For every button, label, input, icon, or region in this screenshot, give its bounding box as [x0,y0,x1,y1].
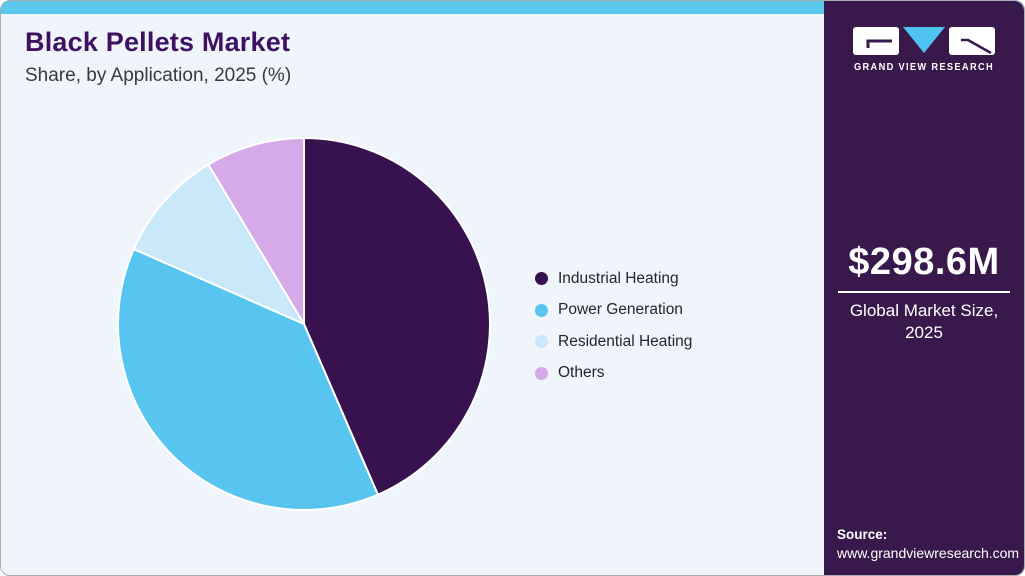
pie-slice-industrial-heating [303,137,491,496]
page-title: Black Pellets Market [25,27,291,57]
legend-label: Industrial Heating [558,269,679,287]
source-label: Source: [837,527,888,542]
gvr-logo-icon: GRAND VIEW RESEARCH [853,27,995,73]
legend-label: Others [558,364,605,382]
page-subtitle: Share, by Application, 2025 (%) [25,65,292,87]
brand-sidebar: GRAND VIEW RESEARCH $298.6M Global Marke… [824,1,1024,575]
legend-item-industrial-heating: Industrial Heating [535,263,692,295]
legend-label: Power Generation [558,301,683,319]
legend-swatch-power-generation [535,303,548,317]
legend-swatch-others [535,366,548,380]
market-size-label: Global Market Size, 2025 [824,300,1024,344]
legend-item-power-generation: Power Generation [535,295,692,327]
market-size-divider [838,291,1010,293]
market-size-block: $298.6M Global Market Size, 2025 [824,243,1024,344]
pie-slice-residential-heating [132,163,305,325]
top-accent-bar [1,1,1024,14]
market-size-value: $298.6M [848,241,1000,283]
source-block: Source: www.grandviewresearch.com [837,527,1019,561]
legend-swatch-residential-heating [535,335,548,349]
source-url-link[interactable]: www.grandviewresearch.com [837,545,1020,561]
market-size-label-line2: 2025 [905,323,943,343]
brand-name: GRAND VIEW RESEARCH [854,61,994,73]
legend-swatch-industrial-heating [535,272,548,286]
legend-label: Residential Heating [558,332,693,350]
pie-chart [117,137,491,511]
legend-item-residential-heating: Residential Heating [535,326,692,358]
brand-logo: GRAND VIEW RESEARCH [824,27,1024,75]
pie-slice-others [207,137,305,325]
pie-slice-power-generation [117,248,379,511]
chart-legend: Industrial Heating Power Generation Resi… [535,263,692,389]
legend-item-others: Others [535,358,692,390]
chart-header: Black Pellets Market Share, by Applicati… [25,27,291,87]
market-size-label-line1: Global Market Size, [849,301,999,320]
